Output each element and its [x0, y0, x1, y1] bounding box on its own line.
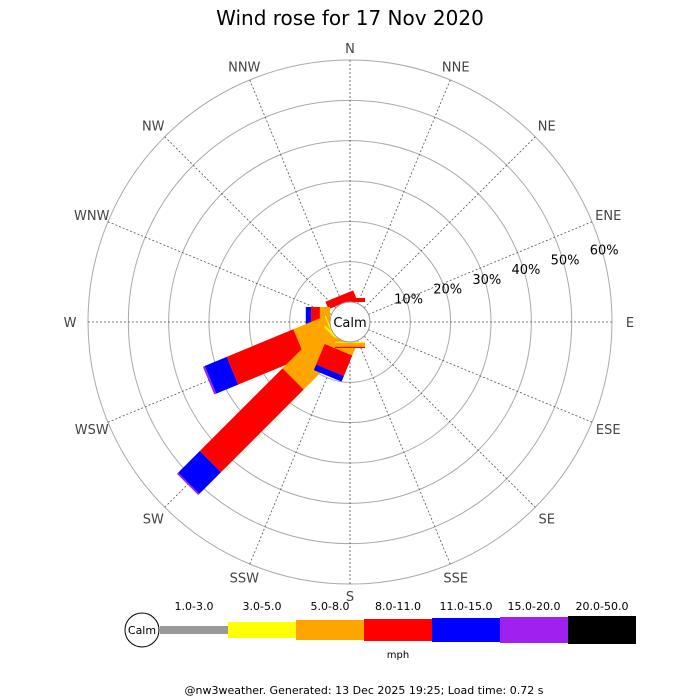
spoke-SSW	[249, 340, 343, 565]
spoke-NNW	[249, 79, 343, 304]
spoke-SE	[363, 335, 536, 508]
petal-segment-SW-15.0-20.0	[176, 472, 200, 496]
petal-S	[335, 341, 365, 349]
legend-label-20.0-50.0: 20.0-50.0	[576, 600, 629, 613]
legend-label-3.0-5.0: 3.0-5.0	[243, 600, 282, 613]
petal-segment-WSW-11.0-15.0	[204, 356, 239, 394]
radial-tick-label: 60%	[590, 244, 619, 259]
petal-segment-NNW-8.0-11.0	[325, 290, 357, 310]
direction-label-SE: SE	[539, 513, 555, 528]
direction-label-S: S	[346, 590, 354, 605]
spoke-NNE	[357, 79, 451, 304]
direction-label-NNE: NNE	[442, 61, 470, 76]
legend-label-15.0-20.0: 15.0-20.0	[508, 600, 561, 613]
legend-swatch-3.0-5.0	[228, 622, 296, 638]
radial-tick-label: 30%	[472, 273, 501, 288]
petal-segment-SW-11.0-15.0	[178, 451, 221, 494]
spoke-ENE	[368, 221, 593, 315]
direction-label-NNW: NNW	[228, 61, 260, 76]
petal-segment-WSW-8.0-11.0	[226, 329, 305, 385]
direction-label-SSE: SSE	[443, 571, 468, 586]
legend-swatch-15.0-20.0	[500, 617, 568, 643]
radial-tick-label: 10%	[394, 292, 423, 307]
chart-title: Wind rose for 17 Nov 2020	[216, 6, 484, 30]
petal-segment-SSW-8.0-11.0	[316, 344, 353, 377]
petal-segment-SSW-11.0-15.0	[313, 364, 344, 382]
legend-label-11.0-15.0: 11.0-15.0	[440, 600, 493, 613]
legend-label-1.0-3.0: 1.0-3.0	[175, 600, 214, 613]
legend-swatch-11.0-15.0	[432, 618, 500, 642]
legend-label-8.0-11.0: 8.0-11.0	[375, 600, 421, 613]
legend-calm-circle	[124, 612, 160, 648]
direction-label-NE: NE	[538, 119, 556, 134]
calm-circle	[329, 301, 371, 343]
spoke-WNW	[107, 221, 332, 315]
legend-swatch-5.0-8.0	[296, 620, 364, 640]
legend-swatch-1.0-3.0	[160, 626, 228, 634]
direction-label-E: E	[626, 316, 634, 331]
legend-swatch-20.0-50.0	[568, 616, 636, 644]
spoke-SSE	[357, 340, 451, 565]
calm-label: Calm	[333, 316, 366, 331]
direction-label-N: N	[345, 42, 355, 57]
direction-label-W: W	[64, 316, 77, 331]
legend-calm-label: Calm	[128, 624, 156, 637]
petal-segment-S-8.0-11.0	[335, 346, 365, 349]
legend-label-5.0-8.0: 5.0-8.0	[311, 600, 350, 613]
legend-unit: mph	[387, 650, 409, 661]
direction-label-NW: NW	[142, 119, 165, 134]
spoke-ESE	[368, 329, 593, 423]
direction-label-ESE: ESE	[596, 423, 621, 438]
direction-label-WSW: WSW	[75, 423, 109, 438]
petal-NNW	[325, 290, 357, 310]
petal-segment-S-5.0-8.0	[335, 342, 365, 347]
direction-label-WNW: WNW	[74, 209, 110, 224]
petal-segment-WSW-15.0-20.0	[202, 365, 217, 395]
spoke-NW	[164, 136, 337, 309]
legend-swatch-8.0-11.0	[364, 619, 432, 641]
direction-label-SSW: SSW	[230, 571, 260, 586]
radial-tick-label: 50%	[551, 253, 580, 268]
spoke-NE	[363, 136, 536, 309]
petal-segment-SW-8.0-11.0	[199, 368, 304, 473]
radial-tick-label: 40%	[511, 263, 540, 278]
direction-label-ENE: ENE	[595, 209, 621, 224]
footer-text: @nw3weather. Generated: 13 Dec 2025 19:2…	[185, 684, 544, 697]
direction-label-SW: SW	[143, 513, 164, 528]
radial-tick-label: 20%	[433, 283, 462, 298]
